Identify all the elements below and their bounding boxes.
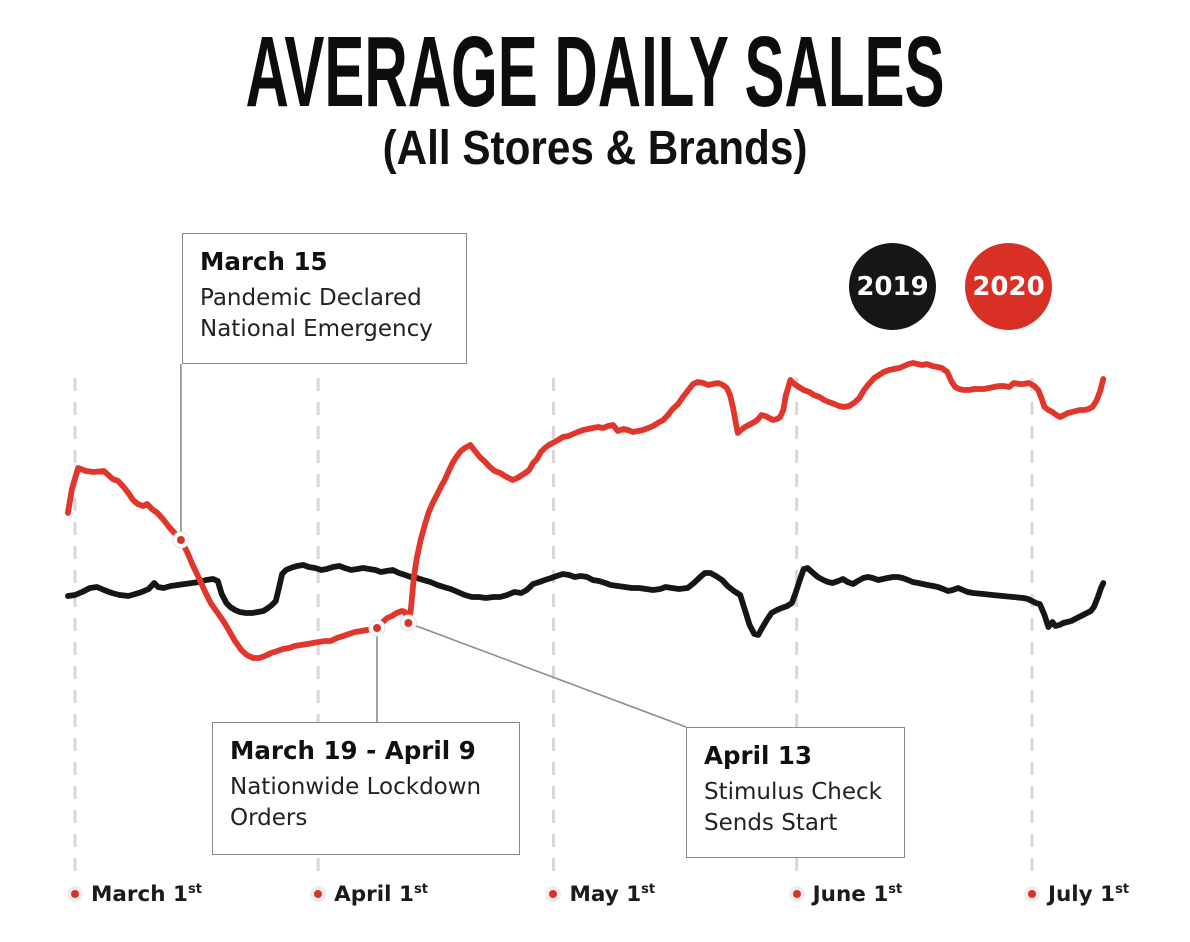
annotation-march-15: March 15 Pandemic Declared National Emer… [182, 233, 467, 364]
tick-dot-icon [1023, 886, 1040, 902]
axis-label-may-1: May 1st [545, 881, 656, 907]
tick-dot-red [549, 890, 558, 898]
annotation-text-line: Pandemic Declared [200, 284, 422, 311]
annotation-title: March 19 - April 9 [230, 736, 476, 765]
series-2020-line [65, 360, 1107, 661]
ordinal-suffix: st [1115, 881, 1130, 897]
tick-dot-red [792, 890, 801, 898]
tick-label: April 1st [334, 881, 428, 907]
legend-item-2020: 2020 [965, 243, 1052, 330]
annotation-text-line: Nationwide Lockdown [230, 773, 482, 800]
ordinal-suffix: st [641, 881, 656, 897]
ordinal-suffix: st [188, 881, 202, 897]
tick-dot-red [314, 890, 323, 898]
event-marker-dot [372, 624, 381, 632]
page-subtitle: (All Stores & Brands) [382, 122, 808, 175]
page-title: AVERAGE DAILY SALES [245, 16, 945, 128]
tick-label: July 1st [1047, 881, 1130, 907]
annotation-title: March 15 [200, 247, 328, 276]
annotation-title: April 13 [704, 741, 813, 770]
ordinal-suffix: st [413, 881, 428, 897]
tick-dot-icon [67, 886, 83, 902]
annotation-lockdown: March 19 - April 9 Nationwide Lockdown O… [212, 722, 520, 855]
annotation-text-line: Stimulus Check [704, 778, 883, 805]
tick-dot-red [1027, 890, 1036, 898]
annotation-connector-line [408, 622, 687, 728]
annotation-april-13: April 13 Stimulus Check Sends Start [686, 727, 905, 858]
annotation-text-line: Sends Start [704, 809, 838, 836]
ordinal-suffix: st [888, 881, 903, 897]
annotation-text-line: Orders [230, 804, 308, 831]
tick-dot-red [71, 890, 79, 898]
axis-label-june-1: June 1st [788, 881, 903, 907]
tick-label: March 1st [91, 881, 202, 907]
tick-dot-icon [310, 886, 327, 902]
legend-label-2020: 2020 [972, 271, 1045, 302]
tick-dot-icon [788, 886, 805, 902]
axis-label-july-1: July 1st [1023, 881, 1130, 907]
annotation-text-line: National Emergency [200, 315, 433, 342]
axis-label-march-1: March 1st [67, 881, 202, 907]
legend-label-2019: 2019 [856, 271, 929, 302]
tick-dot-icon [545, 886, 562, 902]
tick-label: May 1st [569, 881, 656, 907]
series-2019-line [65, 562, 1107, 638]
tick-label: June 1st [812, 881, 903, 907]
legend-item-2019: 2019 [849, 243, 936, 330]
event-marker-dot [176, 536, 185, 544]
axis-label-april-1: April 1st [310, 881, 428, 907]
event-marker-dot [404, 619, 413, 627]
